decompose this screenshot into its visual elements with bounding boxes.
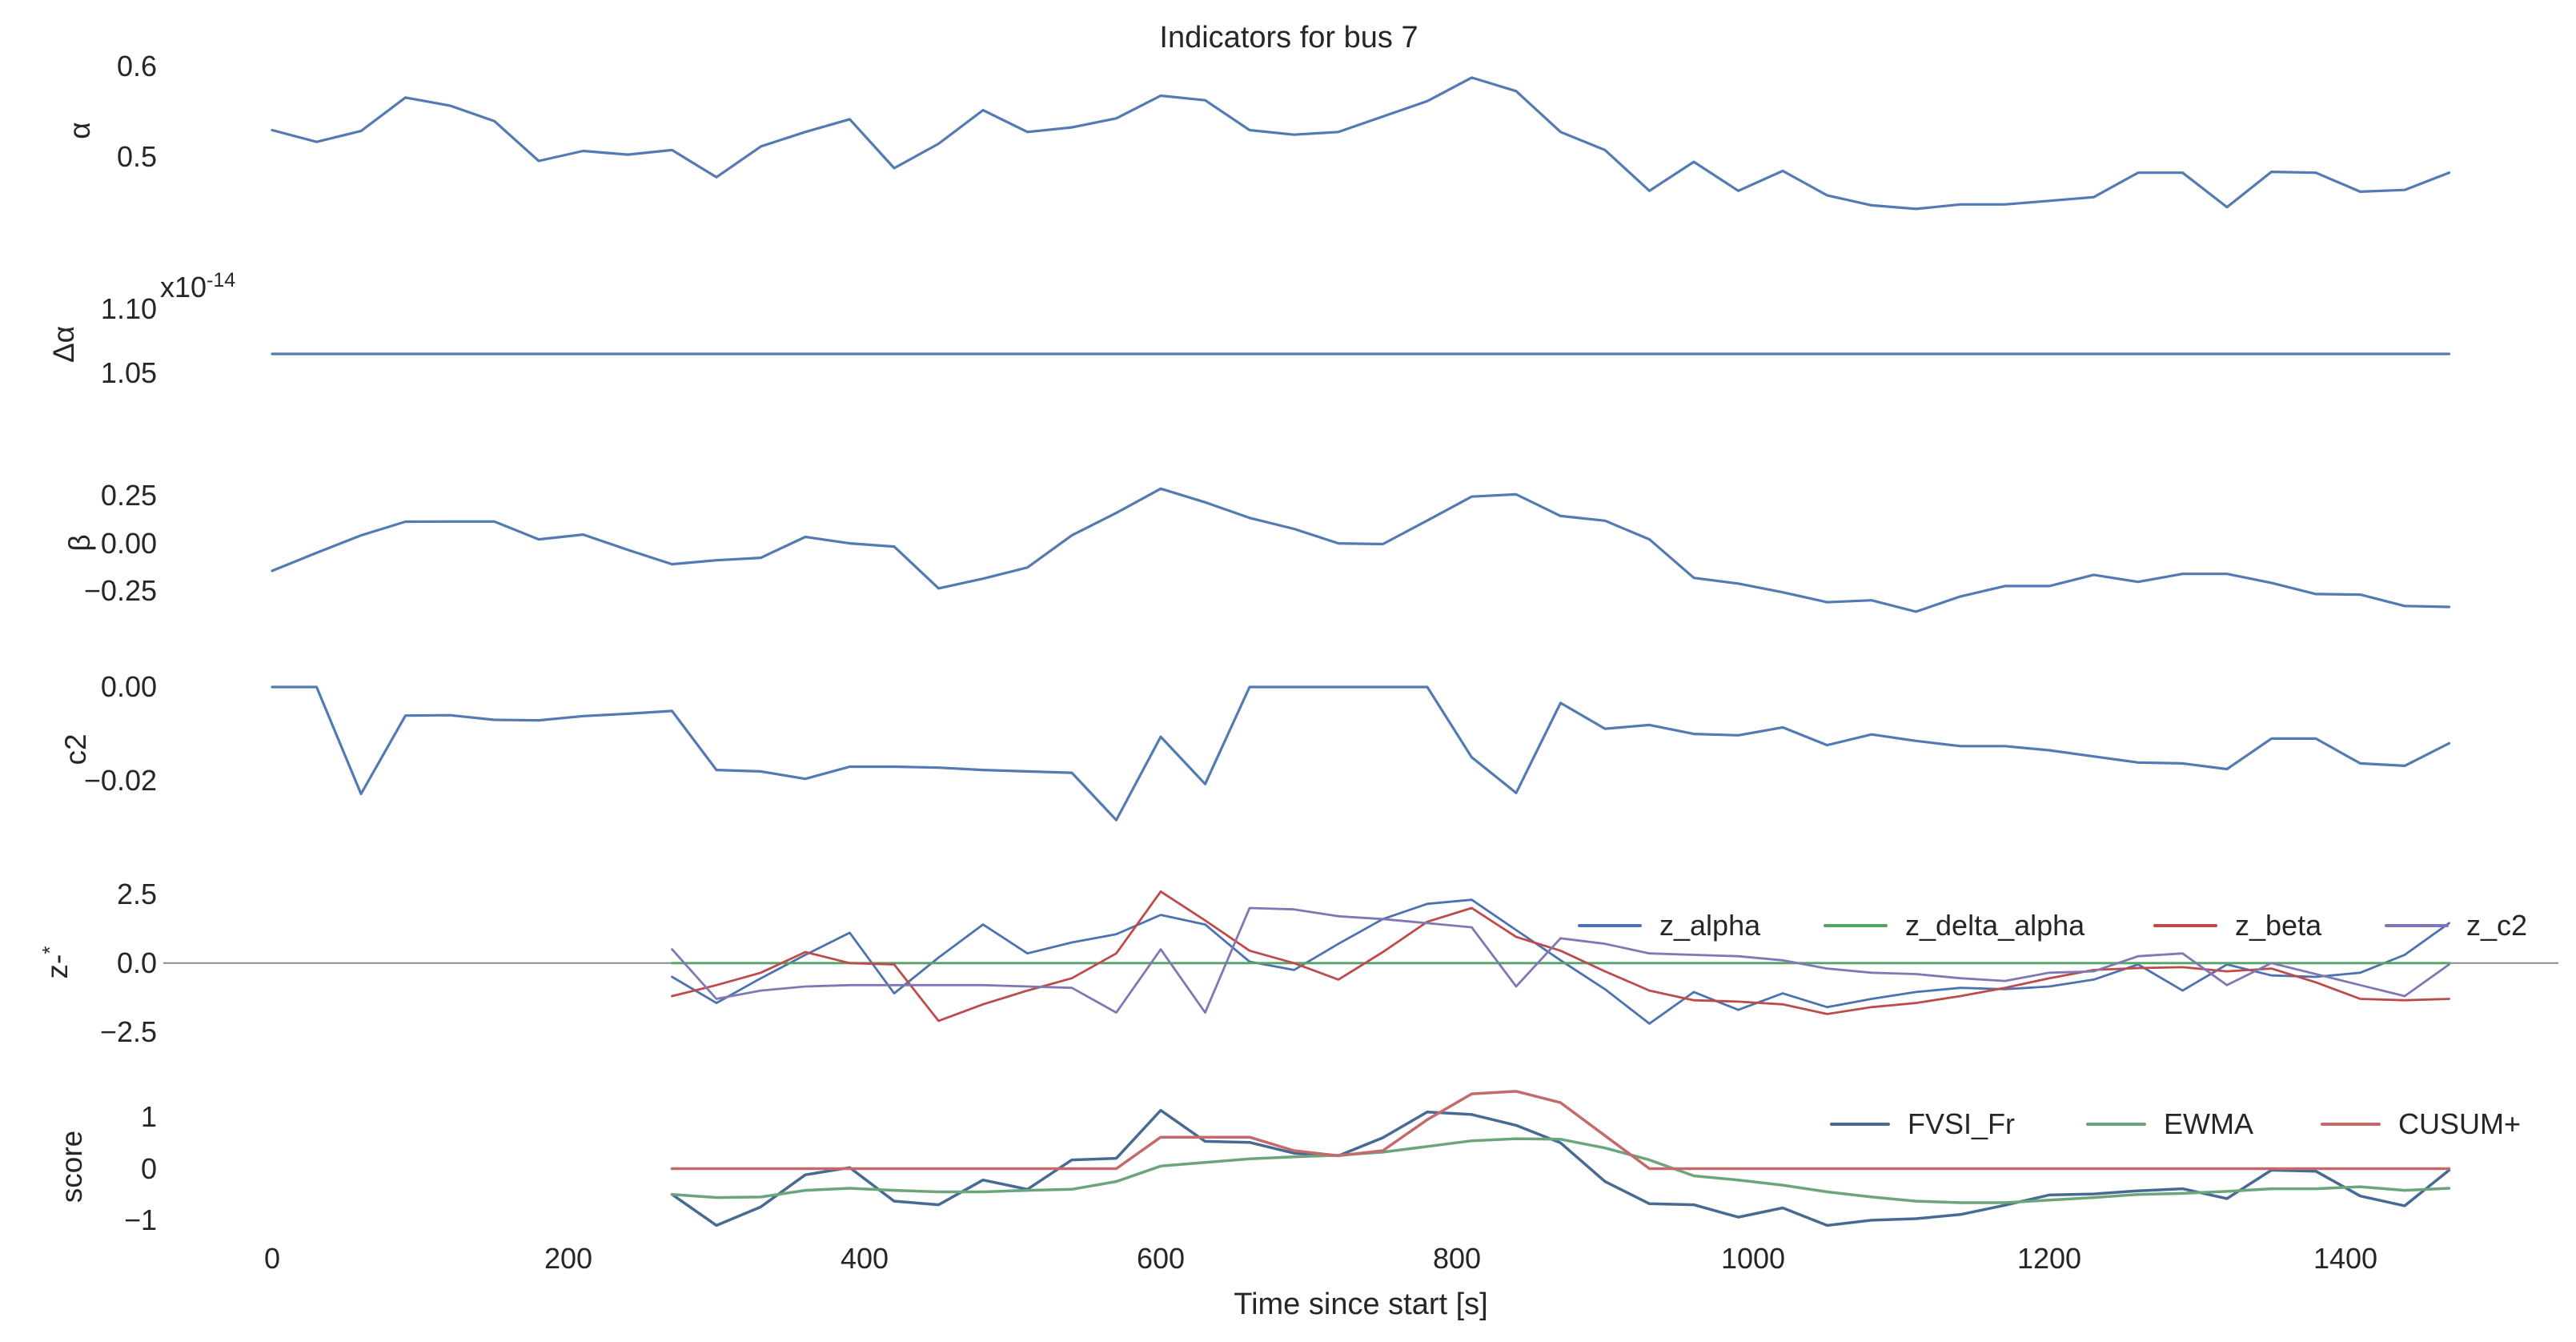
legend-line-swatch-CUSUM+: [2321, 1123, 2381, 1126]
panel-z-plot: [163, 890, 2558, 1025]
y-tick-label-delta_alpha: 1.10: [100, 292, 157, 325]
panel-beta-plot: [271, 487, 2451, 613]
x-tick-label: 200: [544, 1242, 593, 1275]
series-z_beta-line: [671, 890, 2450, 1023]
y-tick-label-c2: −0.02: [83, 764, 157, 798]
y-tick-label-score: 0: [140, 1151, 157, 1185]
legend-label-z_c2: z_c2: [2466, 909, 2528, 942]
x-tick-label: 0: [263, 1242, 281, 1275]
series-FVSI_Fr-line: [670, 1108, 2451, 1227]
series-CUSUM+-line: [670, 1090, 2451, 1171]
panel-alpha-plot: [271, 76, 2451, 211]
panel-delta_alpha-plot: [271, 352, 2451, 356]
legend-item-EWMA: EWMA: [2086, 1107, 2253, 1141]
y-tick-label-z: 0.0: [116, 946, 157, 979]
series-alpha-line: [271, 76, 2451, 211]
legend-item-z_beta: z_beta: [2153, 909, 2321, 942]
panel-score-plot: [670, 1090, 2451, 1227]
x-tick-label: 1200: [2016, 1242, 2082, 1275]
legend-item-FVSI_Fr: FVSI_Fr: [1830, 1107, 2015, 1141]
y-tick-label-beta: 0.25: [100, 479, 157, 512]
legend-item-z_c2: z_c2: [2385, 909, 2527, 942]
panel-c2-plot: [271, 685, 2451, 822]
series-z_c2-line: [671, 906, 2450, 1015]
legend-label-FVSI_Fr: FVSI_Fr: [1908, 1107, 2016, 1140]
series-beta-line: [271, 487, 2451, 613]
y-tick-label-z: −2.5: [99, 1015, 157, 1048]
legend-label-z_beta: z_beta: [2235, 909, 2322, 942]
y-tick-label-alpha: 0.5: [116, 140, 157, 174]
y-tick-label-beta: −0.25: [83, 573, 157, 607]
y-tick-label-score: 1: [140, 1100, 157, 1134]
y-tick-label-delta_alpha: 1.05: [100, 356, 157, 389]
legend-item-z_alpha: z_alpha: [1578, 909, 1760, 942]
legend-line-swatch-FVSI_Fr: [1830, 1123, 1890, 1126]
legend-label-EWMA: EWMA: [2164, 1107, 2253, 1140]
series-c2-line: [271, 685, 2451, 822]
x-tick-label: 1400: [2313, 1242, 2378, 1275]
y-tick-label-beta: 0.00: [100, 526, 157, 560]
legend-line-swatch-z_beta: [2153, 924, 2217, 927]
y-tick-label-z: 2.5: [116, 877, 157, 910]
legend-item-z_delta_alpha: z_delta_alpha: [1824, 909, 2084, 942]
legend-label-CUSUM+: CUSUM+: [2398, 1107, 2522, 1140]
x-axis-label: Time since start [s]: [1234, 1288, 1488, 1321]
legend-line-swatch-z_delta_alpha: [1824, 924, 1888, 927]
series-EWMA-line: [670, 1137, 2451, 1204]
x-tick-label: 600: [1136, 1242, 1186, 1275]
legend-label-z_alpha: z_alpha: [1659, 909, 1761, 942]
x-tick-label: 800: [1432, 1242, 1482, 1275]
y-tick-label-score: −1: [123, 1203, 157, 1236]
legend-line-swatch-z_alpha: [1578, 924, 1642, 927]
series-z_alpha-line: [671, 898, 2450, 1025]
delta-alpha-scale-offset-text: x10-14: [160, 269, 236, 303]
legend-label-z_delta_alpha: z_delta_alpha: [1905, 909, 2085, 942]
legend-line-swatch-z_c2: [2385, 924, 2449, 927]
legend-line-swatch-EWMA: [2086, 1123, 2146, 1126]
y-tick-label-alpha: 0.6: [116, 50, 157, 83]
x-tick-label: 1000: [1720, 1242, 1786, 1275]
x-tick-label: 400: [840, 1242, 889, 1275]
chart-title: Indicators for bus 7: [1159, 21, 1418, 54]
y-tick-label-c2: 0.00: [100, 670, 157, 704]
legend-item-CUSUM+: CUSUM+: [2321, 1107, 2521, 1141]
